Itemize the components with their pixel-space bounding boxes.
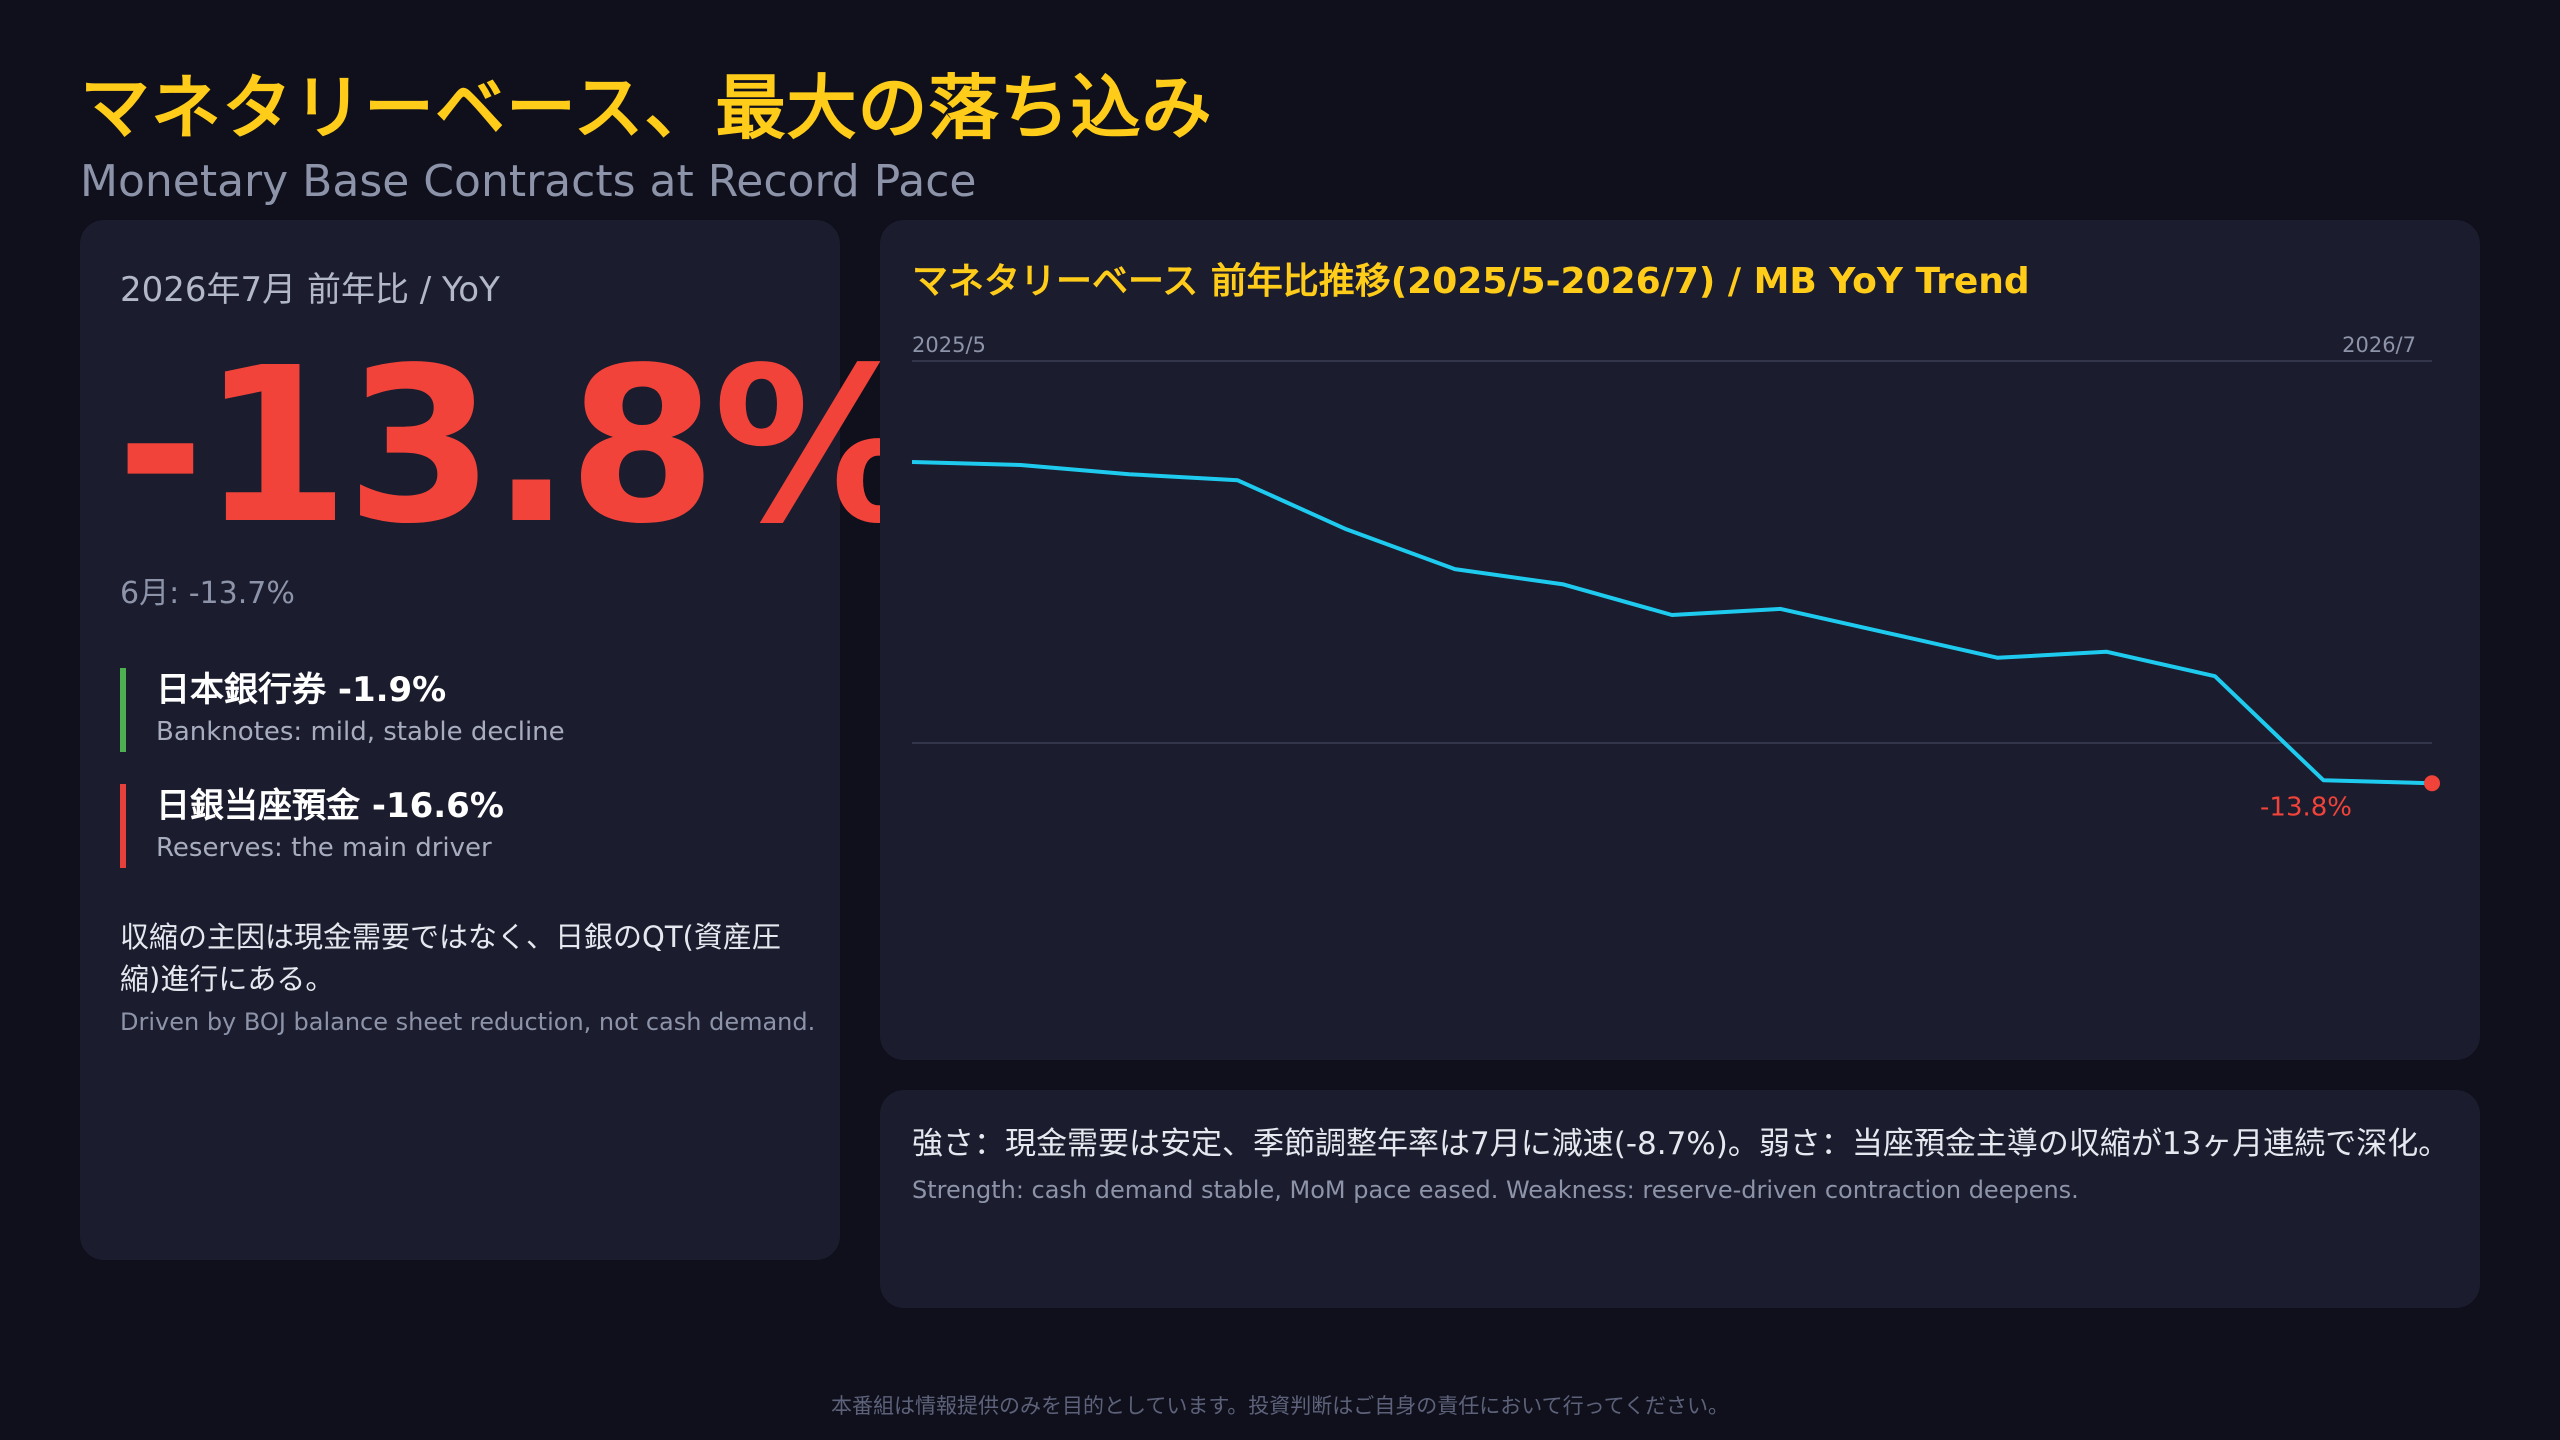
analysis-text-jp: 収縮の主因は現金需要ではなく、日銀のQT(資産圧縮)進行にある。 (120, 920, 781, 996)
x-tick-label-start: 2025/5 (912, 333, 986, 357)
chart-card: マネタリーベース 前年比推移(2025/5-2026/7) / MB YoY T… (880, 220, 2480, 1060)
data-point (2424, 775, 2440, 792)
summary-note-jp: 強さ：現金需要は安定、季節調整年率は7月に減速(-8.7%)。弱さ：当座預金主導… (912, 1126, 2450, 1162)
disclaimer-footer: 本番組は情報提供のみを目的としています。投資判断はご自身の責任において行ってくだ… (831, 1394, 1729, 1418)
breakdown-reserves-title: 日銀当座預金 -16.6% (156, 786, 504, 826)
breakdown-banknotes-subtitle: Banknotes: mild, stable decline (156, 717, 565, 747)
end-value-label: -13.8% (2260, 792, 2352, 822)
breakdown-banknotes-title: 日本銀行券 -1.9% (156, 670, 447, 710)
chart-title: マネタリーベース 前年比推移(2025/5-2026/7) / MB YoY T… (912, 261, 2030, 302)
summary-note-en: Strength: cash demand stable, MoM pace e… (912, 1176, 2079, 1204)
kpi-card: 2026年7月 前年比 / YoY -13.8% 6月: -13.7% 日本銀行… (80, 220, 927, 1260)
page-subtitle: Monetary Base Contracts at Record Pace (80, 156, 977, 207)
breakdown-reserves: 日銀当座預金 -16.6% Reserves: the main driver (120, 784, 504, 868)
kpi-value: -13.8% (116, 322, 927, 571)
breakdown-banknotes: 日本銀行券 -1.9% Banknotes: mild, stable decl… (120, 668, 565, 752)
yoy-line-chart: 2025/5 2026/7 -13.8% (911, 333, 2440, 822)
analysis-text-en: Driven by BOJ balance sheet reduction, n… (120, 1008, 816, 1036)
kpi-label: 2026年7月 前年比 / YoY (120, 270, 500, 310)
data-points (2424, 775, 2440, 792)
x-tick-label-end: 2026/7 (2342, 333, 2416, 357)
breakdown-reserves-subtitle: Reserves: the main driver (156, 833, 492, 863)
summary-note-card: 強さ：現金需要は安定、季節調整年率は7月に減速(-8.7%)。弱さ：当座預金主導… (880, 1090, 2480, 1308)
kpi-previous-value: 6月: -13.7% (120, 576, 295, 611)
page-title: マネタリーベース、最大の落ち込み (80, 67, 1213, 149)
yoy-series-line (911, 460, 2433, 786)
